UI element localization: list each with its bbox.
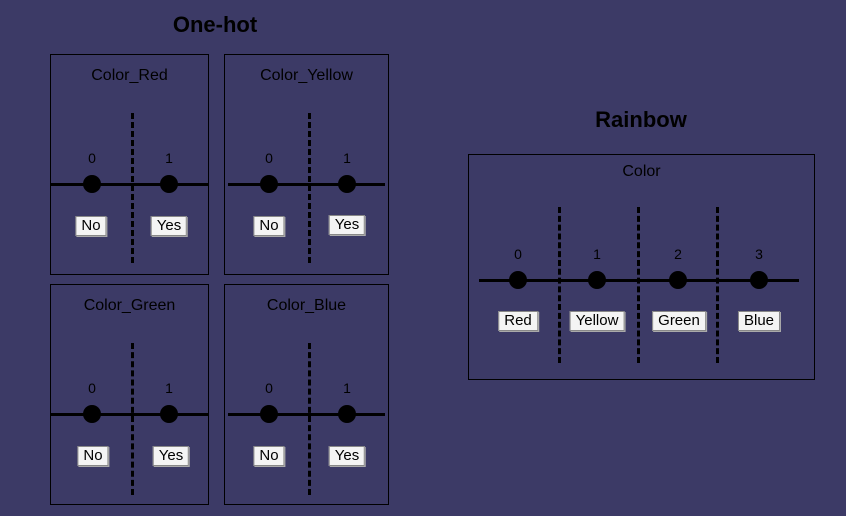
axis-line	[51, 413, 208, 416]
dashed-divider	[716, 207, 719, 363]
point-1	[338, 405, 356, 423]
dashed-divider	[308, 343, 311, 495]
onehot-panel-yellow: Color_Yellow 0 1 No Yes	[224, 54, 389, 275]
panel-title: Color_Blue	[266, 297, 347, 314]
point-1	[588, 271, 606, 289]
axis-line	[228, 183, 385, 186]
point-0	[509, 271, 527, 289]
label-yes: Yes	[328, 446, 366, 466]
value-1: 1	[165, 150, 173, 166]
label-no: No	[77, 446, 109, 466]
point-1	[160, 405, 178, 423]
panel-title: Color_Green	[83, 297, 176, 314]
onehot-title: One-hot	[172, 12, 258, 37]
rainbow-title: Rainbow	[595, 107, 687, 132]
label-yellow: Yellow	[569, 311, 625, 331]
label-yes: Yes	[152, 446, 190, 466]
label-yes: Yes	[328, 215, 366, 235]
label-no: No	[75, 216, 107, 236]
value-2: 2	[674, 246, 682, 262]
panel-title: Color_Red	[91, 67, 168, 84]
label-red: Red	[498, 311, 538, 331]
point-1	[338, 175, 356, 193]
value-0: 0	[265, 150, 273, 166]
value-1: 1	[343, 150, 351, 166]
value-0: 0	[265, 380, 273, 396]
point-0	[260, 405, 278, 423]
onehot-panel-green: Color_Green 0 1 No Yes	[50, 284, 209, 505]
dashed-divider	[131, 113, 134, 263]
value-1: 1	[593, 246, 601, 262]
axis-line	[228, 413, 385, 416]
onehot-panel-blue: Color_Blue 0 1 No Yes	[224, 284, 389, 505]
dashed-divider	[558, 207, 561, 363]
panel-title: Color_Yellow	[260, 67, 353, 84]
value-0: 0	[88, 380, 96, 396]
point-2	[669, 271, 687, 289]
label-no: No	[253, 446, 285, 466]
point-1	[160, 175, 178, 193]
value-1: 1	[165, 380, 173, 396]
point-0	[83, 175, 101, 193]
point-0	[83, 405, 101, 423]
axis-line	[479, 279, 799, 282]
axis-line	[51, 183, 208, 186]
point-3	[750, 271, 768, 289]
dashed-divider	[131, 343, 134, 495]
label-blue: Blue	[737, 311, 781, 331]
value-0: 0	[514, 246, 522, 262]
dashed-divider	[637, 207, 640, 363]
dashed-divider	[308, 113, 311, 263]
label-green: Green	[652, 311, 706, 331]
label-no: No	[253, 216, 285, 236]
label-yes: Yes	[150, 216, 188, 236]
rainbow-panel: Color 0 1 2 3 Red Yellow Green Blue	[468, 154, 815, 380]
value-1: 1	[343, 380, 351, 396]
panel-title: Color	[622, 163, 661, 180]
value-0: 0	[88, 150, 96, 166]
value-3: 3	[755, 246, 763, 262]
point-0	[260, 175, 278, 193]
onehot-panel-red: Color_Red 0 1 No Yes	[50, 54, 209, 275]
